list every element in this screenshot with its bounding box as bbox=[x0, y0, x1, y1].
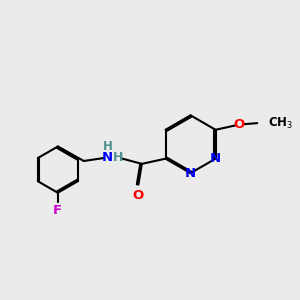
Text: N: N bbox=[102, 151, 113, 164]
Text: O: O bbox=[234, 118, 245, 131]
Text: N: N bbox=[185, 167, 196, 180]
Text: H: H bbox=[113, 151, 123, 164]
Text: N: N bbox=[210, 152, 221, 165]
Text: F: F bbox=[53, 204, 62, 217]
Text: O: O bbox=[133, 189, 144, 202]
Text: H: H bbox=[103, 140, 112, 153]
Text: CH$_3$: CH$_3$ bbox=[268, 116, 293, 131]
